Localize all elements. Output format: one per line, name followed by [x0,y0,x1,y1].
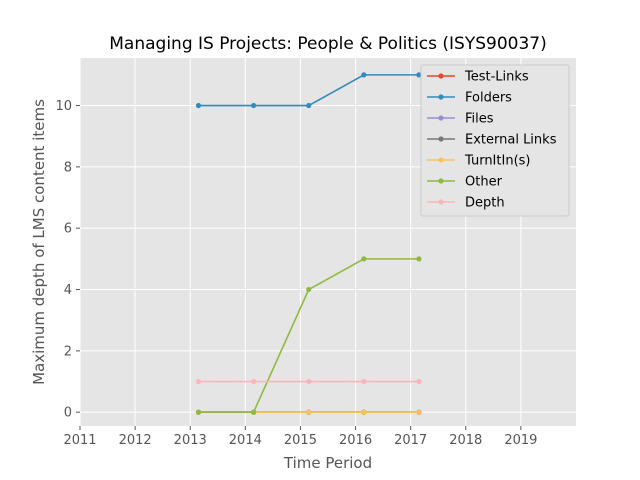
x-tick-label: 2018 [449,433,482,448]
legend-swatch-marker [438,199,444,205]
legend-swatch-marker [438,73,444,79]
series-folders [195,72,422,109]
x-tick-label: 2019 [504,433,537,448]
x-tick-label: 2014 [229,433,262,448]
legend-swatch-marker [438,115,444,121]
series-group [195,72,422,415]
x-tick-label: 2015 [284,433,317,448]
x-tick-label: 2011 [63,433,96,448]
data-point [306,409,312,415]
x-tick-label: 2012 [119,433,152,448]
legend-item: Files [427,112,494,127]
data-point [306,378,312,385]
data-point [416,409,422,415]
data-point [306,286,312,293]
y-tick-label: 0 [64,406,72,421]
x-tick-label: 2017 [394,433,427,448]
chart-title: Managing IS Projects: People & Politics … [109,34,546,54]
x-axis-label: Time Period [283,454,372,472]
x-tick-label: 2013 [174,433,207,448]
legend-label: Other [465,175,503,190]
data-point [361,378,367,385]
data-point [251,378,257,385]
data-point [195,409,202,415]
data-point [251,102,257,109]
legend-label: Files [465,112,494,127]
legend-item: Test-Links [427,70,529,85]
legend-item: TurnItIn(s) [427,154,530,169]
legend-label: External Links [465,133,557,148]
data-point [195,378,202,385]
data-point [361,72,367,78]
data-point [416,378,422,385]
data-point [306,102,312,109]
y-tick-label: 10 [55,99,72,114]
legend-box [420,64,570,217]
series-depth [195,378,422,385]
y-tick-label: 8 [64,160,72,175]
legend-item: External Links [427,133,557,148]
y-axis-label: Maximum depth of LMS content items [30,99,48,385]
legend-label: Depth [465,196,505,211]
legend-item: Depth [427,196,505,211]
legend-label: Folders [465,91,512,106]
legend-label: TurnItIn(s) [464,154,530,169]
legend-swatch-marker [438,178,444,184]
data-point [361,256,367,262]
data-point [251,409,257,415]
data-point [361,409,367,415]
data-point [416,256,422,262]
legend: Test-Links Folders Files External Links Turn… [420,64,570,217]
legend-swatch-marker [438,136,444,142]
series-other [195,256,422,415]
x-tick-label: 2016 [339,433,372,448]
legend-label: Test-Links [464,70,529,85]
legend-swatch-marker [438,157,444,163]
legend-item: Folders [427,91,512,106]
y-tick-label: 6 [64,222,72,237]
axis-ticks: 2011 2012 2013 2014 2015 2016 2017 2018 2019 0 2 4 6… [55,99,537,448]
data-point [416,72,422,78]
legend-item: Other [427,175,503,190]
y-tick-label: 4 [64,283,72,298]
legend-swatch-marker [438,94,444,100]
y-tick-label: 2 [64,344,72,359]
data-point [195,102,202,109]
